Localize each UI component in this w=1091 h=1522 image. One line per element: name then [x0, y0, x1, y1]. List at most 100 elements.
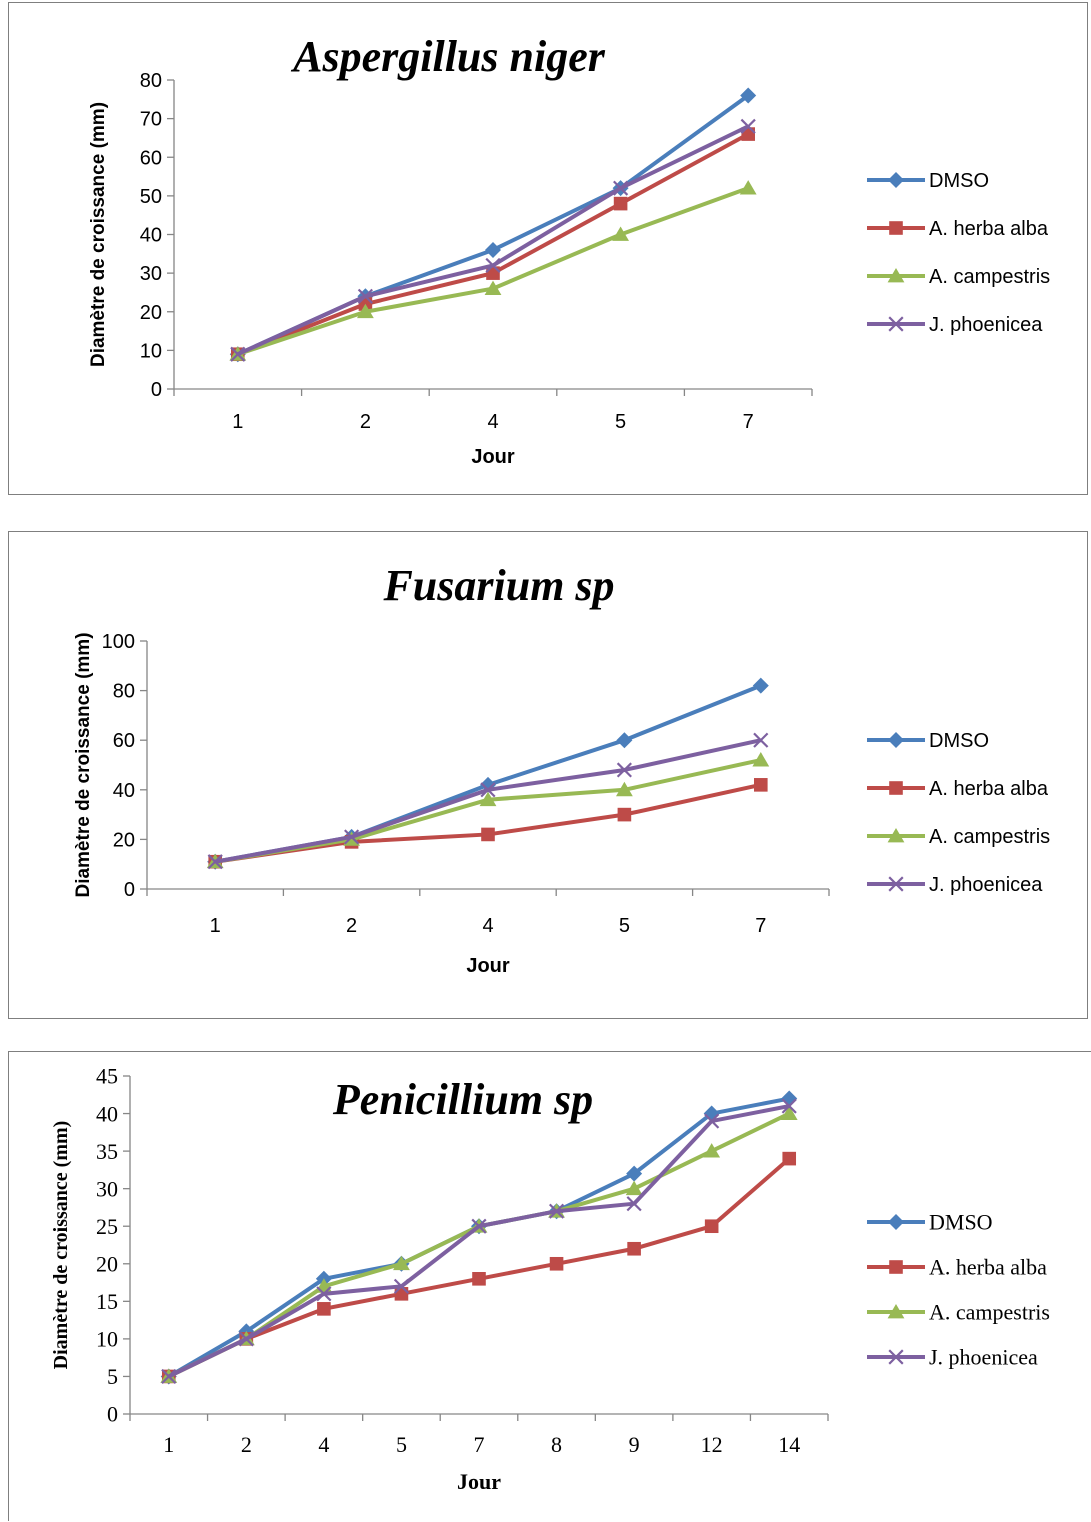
legend-item-a-herba-alba: A. herba alba	[867, 218, 1049, 240]
chart-panel-fusarium: Fusarium sp 0 20 40 60 80 100 1 2 4 5 7 Jour Diamètre…	[8, 531, 1088, 1019]
legend-item-j-phoenicea: J. phoenicea	[867, 874, 1043, 896]
y-tick-label: 45	[96, 1064, 118, 1089]
x-tick-label: 1	[163, 1432, 174, 1457]
series-j-phoenicea	[230, 118, 756, 362]
data-point-a-herba-alba	[704, 1219, 719, 1234]
data-point-j-phoenicea	[616, 762, 632, 778]
legend-marker	[888, 1214, 904, 1230]
x-tick-label: 7	[743, 411, 754, 433]
x-tick-label: 8	[551, 1432, 562, 1457]
data-point-a-campestris	[703, 1143, 721, 1158]
data-point-a-campestris	[616, 781, 633, 797]
legend-label: DMSO	[929, 170, 989, 192]
data-point-a-herba-alba	[627, 1241, 641, 1256]
y-tick-label: 40	[113, 780, 135, 802]
y-tick-label: 0	[124, 879, 135, 901]
data-point-a-campestris	[752, 752, 770, 767]
x-tick-label: 9	[629, 1432, 640, 1457]
legend-label: A. campestris	[929, 826, 1050, 848]
y-tick-label: 10	[96, 1327, 118, 1352]
legend-item-a-campestris: A. campestris	[867, 1300, 1050, 1325]
data-point-a-campestris	[780, 1105, 798, 1120]
x-tick-label: 5	[396, 1432, 407, 1457]
data-point-j-phoenicea	[230, 346, 246, 362]
x-axis-label: Jour	[471, 446, 515, 468]
x-tick-label: 2	[346, 915, 357, 937]
data-point-dmso	[616, 732, 633, 749]
legend-label: J. phoenicea	[929, 314, 1043, 336]
y-tick-label: 25	[96, 1214, 118, 1239]
data-point-j-phoenicea	[238, 1331, 254, 1347]
legend-marker	[888, 732, 904, 748]
data-point-a-campestris	[484, 280, 502, 295]
y-tick-label: 20	[96, 1251, 118, 1276]
series-j-phoenicea	[207, 732, 769, 870]
y-tick-label: 40	[140, 225, 162, 247]
legend-item-a-herba-alba: A. herba alba	[867, 1255, 1047, 1280]
data-point-j-phoenicea	[480, 782, 496, 798]
data-point-dmso	[626, 1165, 643, 1182]
legend-marker	[888, 316, 904, 332]
y-tick-label: 60	[113, 730, 135, 752]
legend-label: A. campestris	[929, 1300, 1050, 1325]
y-tick-label: 20	[140, 302, 162, 324]
data-point-a-campestris	[612, 226, 629, 241]
chart-panel-penicillium: Penicillium sp 0 5 10 15 20 25 30 35 40 45 1 2 4 5 7 8 9 1…	[8, 1051, 1091, 1521]
legend-item-j-phoenicea: J. phoenicea	[867, 1345, 1038, 1370]
data-point-j-phoenicea	[548, 1203, 565, 1219]
series-line-j-phoenicea	[167, 1104, 790, 1379]
x-tick-label: 7	[755, 915, 766, 937]
data-point-a-campestris	[479, 791, 497, 807]
series-j-phoenicea	[161, 1098, 797, 1385]
series-line-a-campestris	[167, 1111, 791, 1379]
legend-item-a-herba-alba: A. herba alba	[867, 778, 1049, 800]
data-point-j-phoenicea	[626, 1196, 642, 1212]
y-tick-label: 0	[107, 1402, 118, 1427]
legend-marker	[889, 1260, 903, 1274]
y-axis-label: Diamètre de croissance (mm)	[73, 632, 94, 897]
series-line-dmso	[236, 93, 750, 357]
chart-title: Fusarium sp	[382, 561, 614, 610]
data-point-a-campestris	[739, 180, 757, 195]
data-point-j-phoenicea	[613, 180, 629, 196]
legend-item-a-campestris: A. campestris	[867, 266, 1050, 288]
y-axis-label: Diamètre de croissance (mm)	[88, 102, 109, 367]
chart-title: Aspergillus niger	[290, 32, 606, 81]
data-point-a-campestris	[357, 303, 374, 319]
legend-marker	[888, 876, 904, 892]
legend-label: J. phoenicea	[929, 874, 1043, 896]
y-tick-label: 40	[96, 1101, 118, 1126]
data-point-dmso	[781, 1090, 798, 1107]
y-tick-label: 80	[113, 681, 135, 703]
legend-label: A. herba alba	[929, 1255, 1047, 1280]
chart-panel-aspergillus: Aspergillus niger 0 10 20 30 40 50 60 70 80 1 2 4 5 7 J…	[8, 2, 1088, 495]
y-tick-label: 70	[140, 109, 162, 131]
legend-label: DMSO	[929, 1210, 993, 1235]
x-tick-label: 4	[482, 915, 493, 937]
data-point-a-herba-alba	[782, 1151, 797, 1166]
data-point-a-herba-alba	[549, 1256, 564, 1271]
chart-aspergillus-niger: Aspergillus niger 0 10 20 30 40 50 60 70 80 1 2 4 5 7 J…	[88, 32, 1050, 468]
legend-marker	[889, 221, 903, 235]
legend-label: DMSO	[929, 730, 989, 752]
y-tick-label: 10	[140, 340, 162, 362]
x-tick-label: 4	[318, 1432, 329, 1457]
data-point-dmso	[740, 87, 757, 104]
legend-marker	[888, 172, 904, 188]
legend-marker	[887, 268, 905, 283]
legend-label: A. campestris	[929, 266, 1050, 288]
series-line-a-herba-alba	[167, 1157, 791, 1379]
data-point-a-herba-alba	[481, 827, 495, 842]
x-tick-label: 2	[241, 1432, 252, 1457]
legend-item-dmso: DMSO	[867, 170, 989, 192]
series-a-campestris	[206, 752, 770, 869]
y-tick-label: 50	[140, 186, 162, 208]
data-point-a-herba-alba	[472, 1272, 486, 1286]
legend-marker	[887, 828, 905, 843]
x-tick-label: 4	[487, 411, 498, 433]
data-point-a-herba-alba	[613, 196, 628, 211]
series-a-campestris	[160, 1105, 798, 1383]
x-axis-label: Jour	[457, 1469, 501, 1494]
chart-fusarium-sp: Fusarium sp 0 20 40 60 80 100 1 2 4 5 7 Jour Diamètre…	[73, 561, 1050, 977]
